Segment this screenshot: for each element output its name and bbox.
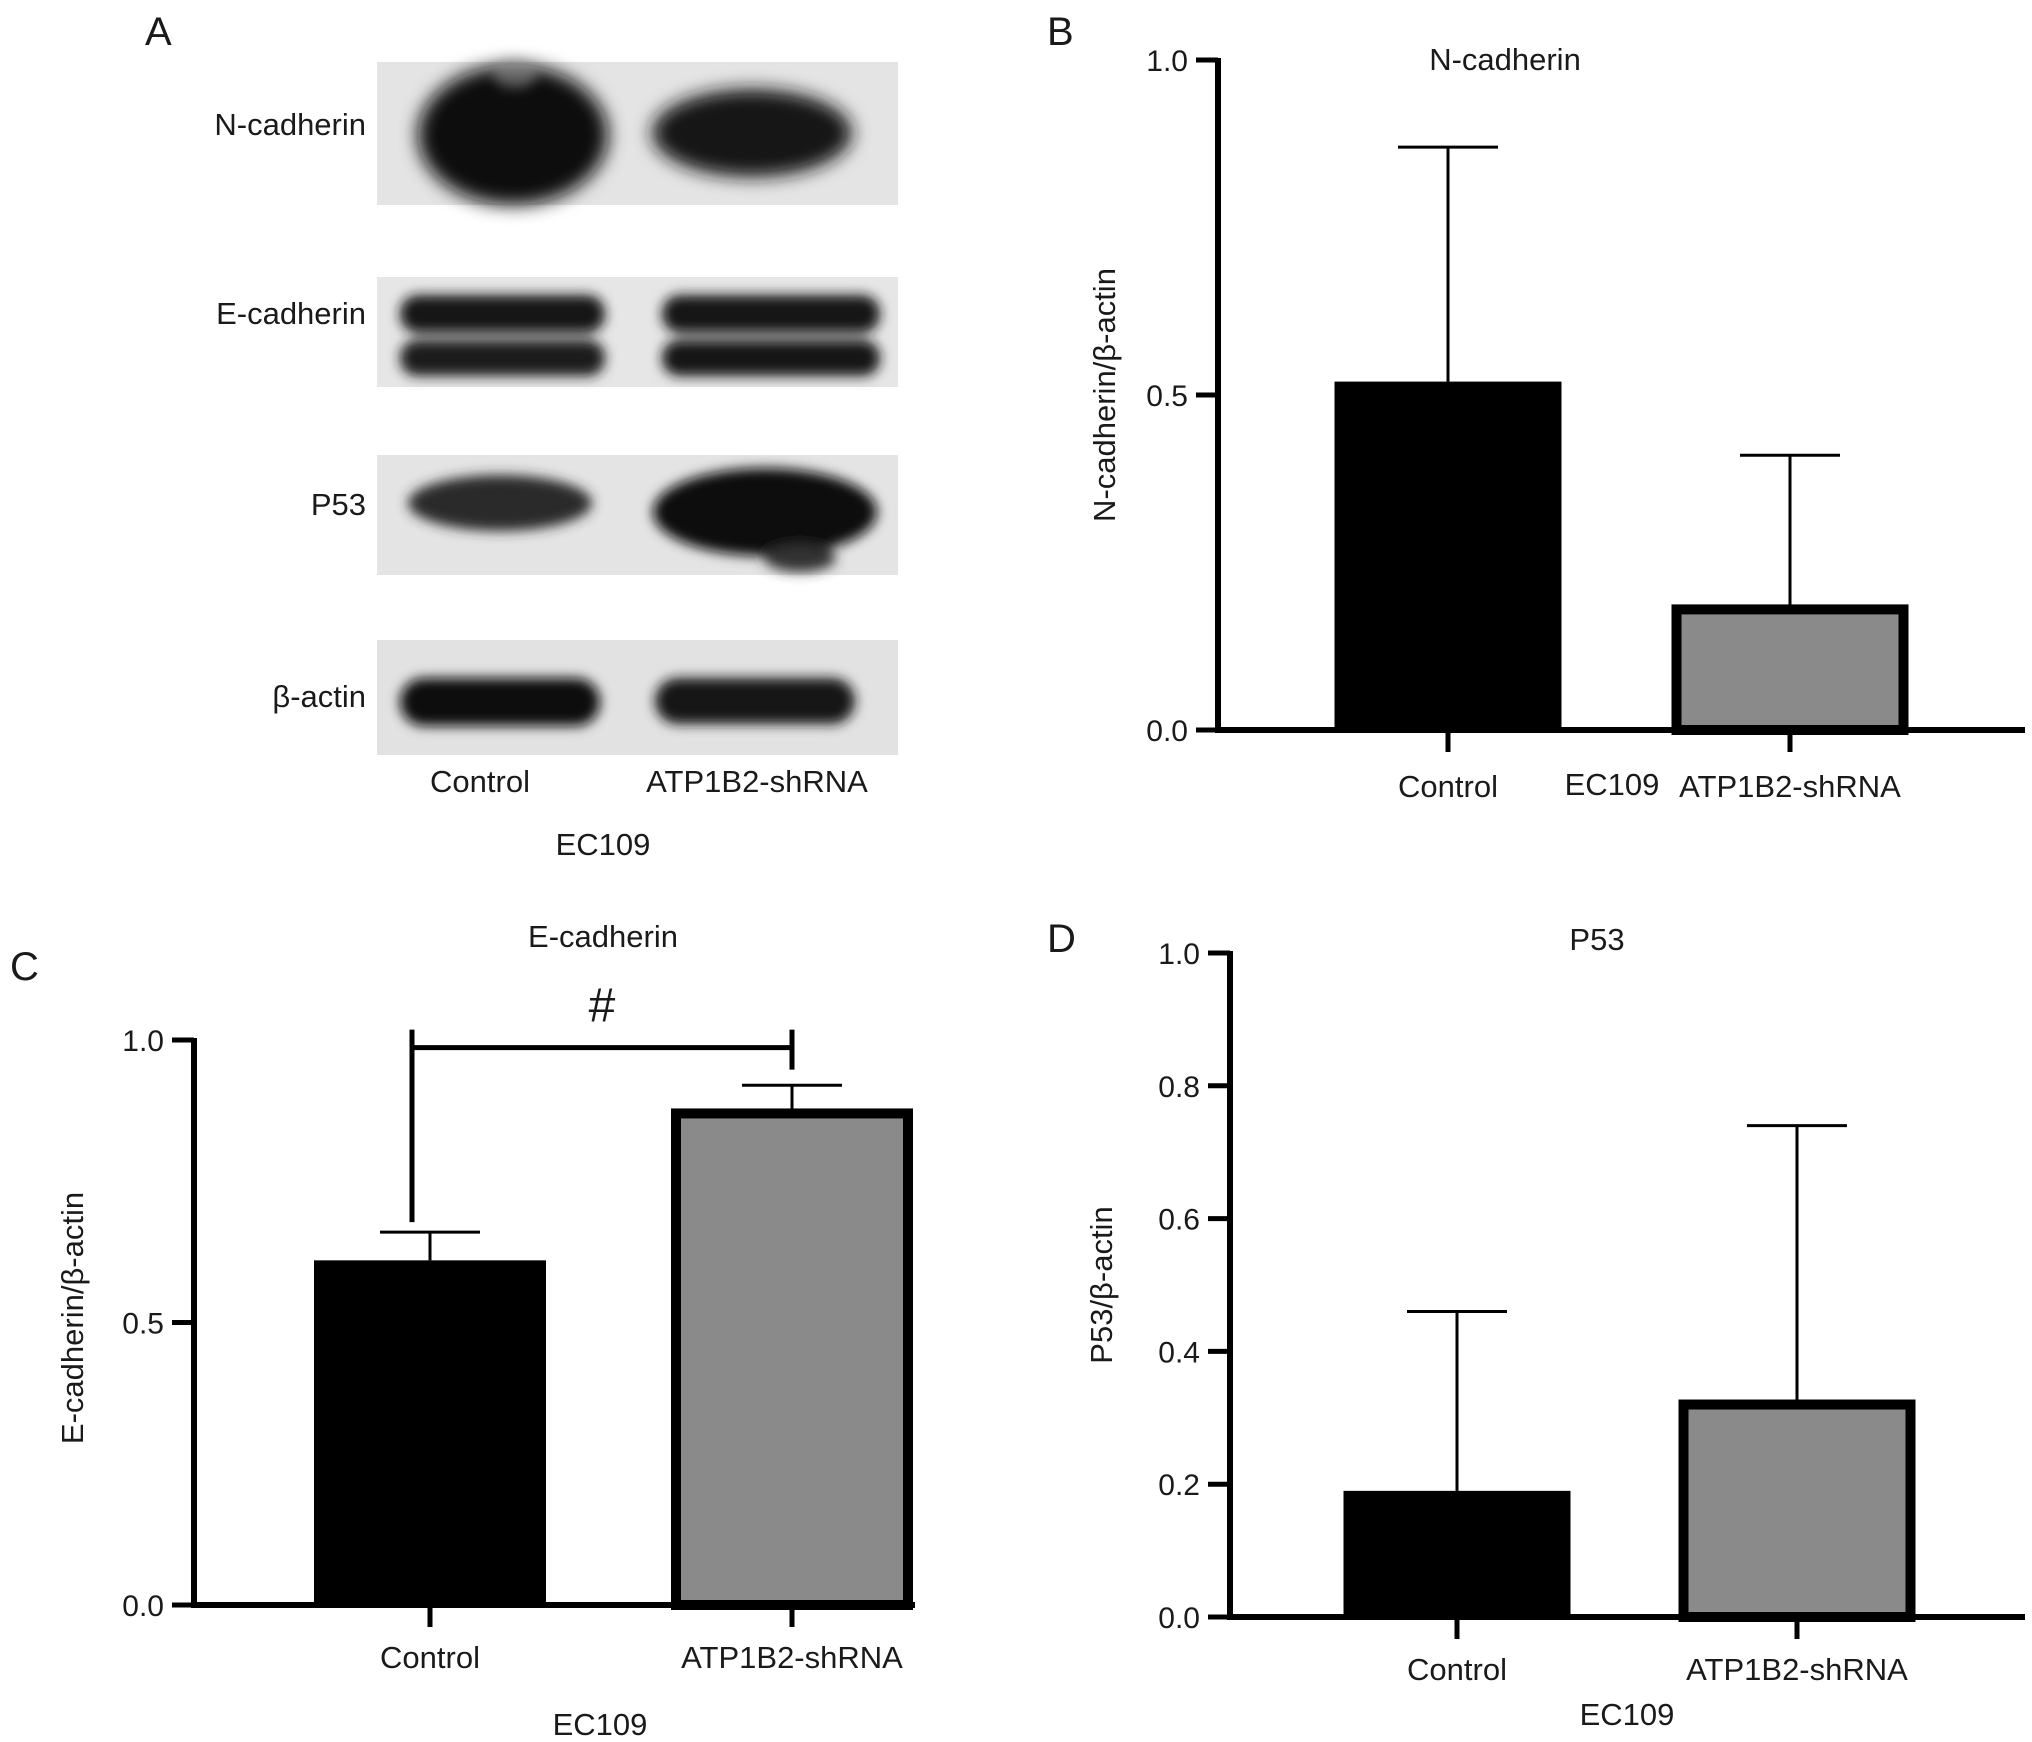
panel-label-a: A [145,10,172,54]
y-axis-label: P53/β-actin [1084,1206,1119,1363]
x-tick-label: ATP1B2-shRNA [1686,1652,1908,1687]
x-tick-label: ATP1B2-shRNA [681,1640,903,1675]
y-tick-label: 1.0 [1158,938,1200,971]
panel-label-c: C [10,945,39,989]
blot-strip-p53 [377,455,898,575]
chart-n-cadherin: N-cadherin N-cadherin/β-actin 0.0 0.5 1.0 Con… [1087,42,2025,804]
y-tick-label: 1.0 [1146,45,1188,78]
blot-row-label-p53: P53 [311,487,366,522]
y-tick-label: 0.0 [1146,715,1188,748]
x-tick-label: Control [1398,769,1498,804]
y-tick-label: 0.6 [1158,1204,1200,1237]
x-tick-label: Control [380,1640,480,1675]
chart-title: P53 [1569,922,1624,957]
y-axis-label: E-cadherin/β-actin [55,1192,90,1444]
y-tick-label: 0.0 [1158,1602,1200,1635]
y-tick-label: 0.2 [1158,1469,1200,1502]
x-axis-label: EC109 [1580,1697,1675,1732]
blot-row-label-e-cadherin: E-cadherin [216,296,366,331]
chart-title: N-cadherin [1429,42,1581,77]
blot-lane-label-atp1b2-shrna: ATP1B2-shRNA [646,764,868,799]
bar-control [314,1260,546,1605]
y-tick-label: 0.0 [122,1590,164,1623]
y-tick-label: 1.0 [122,1025,164,1058]
blot-lane-label-control: Control [430,764,530,799]
bar-atp1b2-shrna [1678,1399,1916,1623]
x-tick-label: ATP1B2-shRNA [1679,769,1901,804]
x-tick-label: Control [1407,1652,1507,1687]
bar-control [1334,381,1562,730]
significance-marker: # [589,980,616,1033]
blot-cell-line-label: EC109 [556,827,651,862]
y-tick-label: 0.5 [122,1308,164,1341]
chart-e-cadherin: E-cadherin E-cadherin/β-actin 0.0 0.5 1.0 Con… [55,919,915,1742]
blot-strip-n-cadherin [377,60,898,205]
blot-strip-beta-actin [377,640,898,755]
y-tick-label: 0.5 [1146,380,1188,413]
y-axis-label: N-cadherin/β-actin [1087,268,1122,522]
blot-strip-e-cadherin [377,277,898,387]
blot-row-label-n-cadherin: N-cadherin [214,107,366,142]
bar-control [1343,1490,1571,1617]
chart-title: E-cadherin [528,919,678,954]
y-tick-label: 0.4 [1158,1336,1200,1369]
blot-row-label-beta-actin: β-actin [272,679,366,714]
chart-p53: P53 P53/β-actin 0.0 0.2 0.4 0.6 0.8 1.0 Control A… [1084,922,2025,1732]
bar-atp1b2-shrna [671,1108,913,1610]
x-axis-label: EC109 [553,1707,648,1742]
panel-label-b: B [1047,10,1074,54]
x-axis-label: EC109 [1565,767,1660,802]
bar-atp1b2-shrna [1671,604,1909,736]
western-blot: N-cadherin E-cadherin P53 β-actin Contro… [214,60,898,862]
y-tick-label: 0.8 [1158,1071,1200,1104]
panel-label-d: D [1047,917,1076,961]
